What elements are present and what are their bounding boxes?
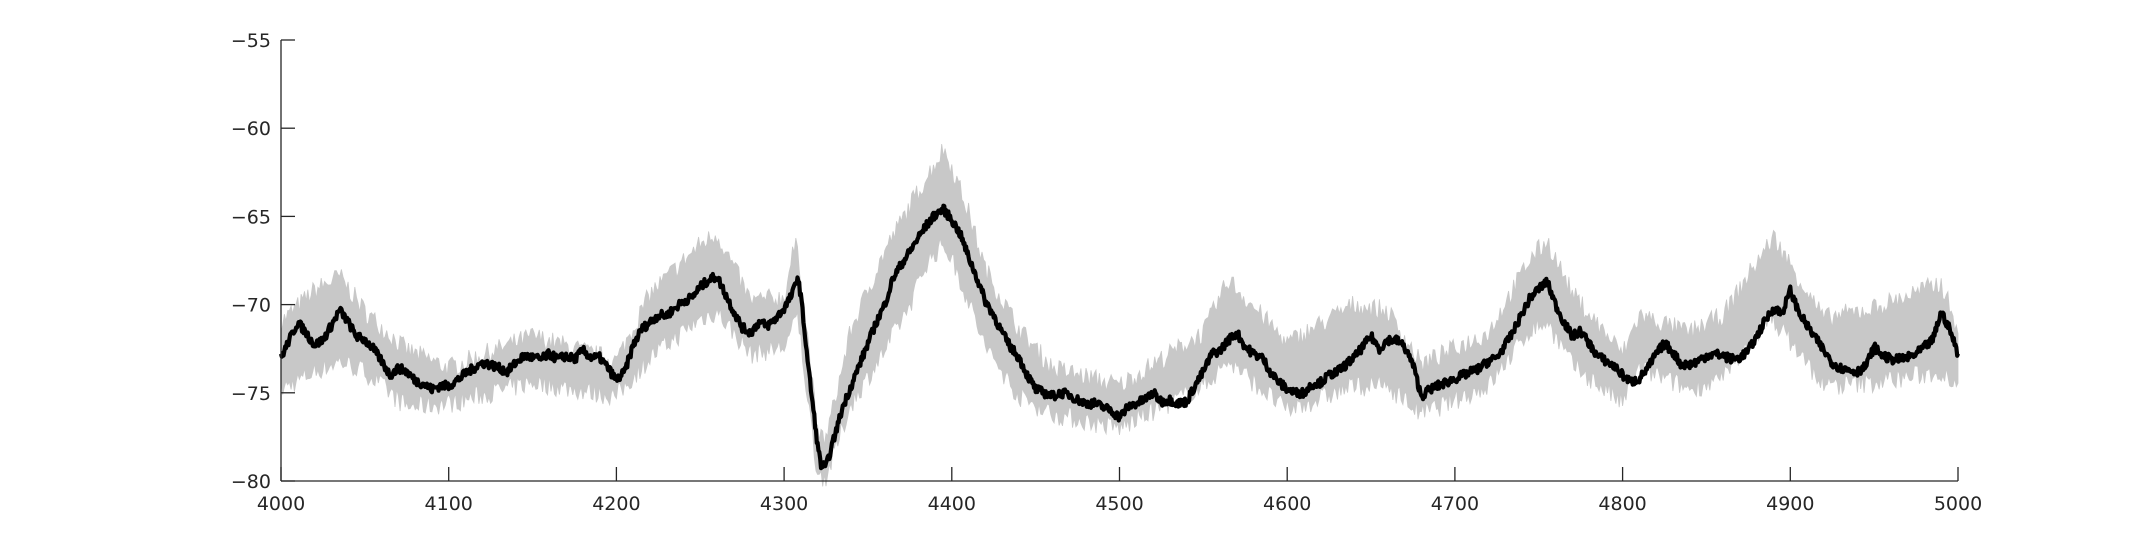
- y-tick-label: −80: [231, 471, 271, 493]
- x-tick-label: 4200: [592, 493, 640, 515]
- x-tick-label: 4400: [928, 493, 976, 515]
- mean-line-layer: [278, 203, 1960, 471]
- x-ticks: 4000 4100 4200 4300 4400 4500 4600 4700 4800 4900…: [257, 467, 1982, 515]
- y-tick-label: −65: [231, 206, 271, 228]
- x-tick-label: 4300: [760, 493, 808, 515]
- y-ticks: −55 −60 −65 −70 −75 −80: [231, 30, 295, 493]
- x-tick-label: 4500: [1095, 493, 1143, 515]
- y-tick-label: −60: [231, 118, 271, 140]
- y-tick-label: −70: [231, 295, 271, 317]
- x-tick-label: 4700: [1431, 493, 1479, 515]
- y-tick-label: −55: [231, 30, 271, 52]
- x-tick-label: 4900: [1766, 493, 1814, 515]
- x-tick-label: 4800: [1598, 493, 1646, 515]
- x-tick-label: 4100: [425, 493, 473, 515]
- y-tick-label: −75: [231, 383, 271, 405]
- x-tick-label: 4000: [257, 493, 305, 515]
- x-tick-label: 4600: [1263, 493, 1311, 515]
- spread-band: [280, 143, 1959, 487]
- x-tick-label: 5000: [1934, 493, 1982, 515]
- mean-line: [278, 203, 1960, 471]
- spread-band-layer: [280, 143, 1959, 487]
